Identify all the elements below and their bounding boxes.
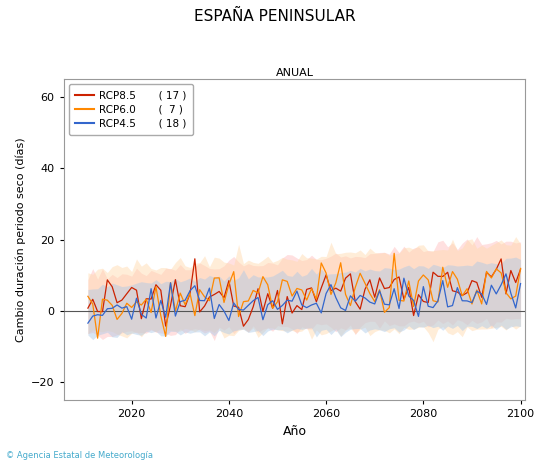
Text: ESPAÑA PENINSULAR: ESPAÑA PENINSULAR <box>194 9 356 24</box>
Title: ANUAL: ANUAL <box>276 68 314 78</box>
Legend: RCP8.5       ( 17 ), RCP6.0       (  7 ), RCP4.5       ( 18 ): RCP8.5 ( 17 ), RCP6.0 ( 7 ), RCP4.5 ( 18… <box>69 84 192 135</box>
Y-axis label: Cambio duración periodo seco (días): Cambio duración periodo seco (días) <box>15 137 25 342</box>
Text: © Agencia Estatal de Meteorología: © Agencia Estatal de Meteorología <box>6 451 152 460</box>
X-axis label: Año: Año <box>283 425 306 438</box>
